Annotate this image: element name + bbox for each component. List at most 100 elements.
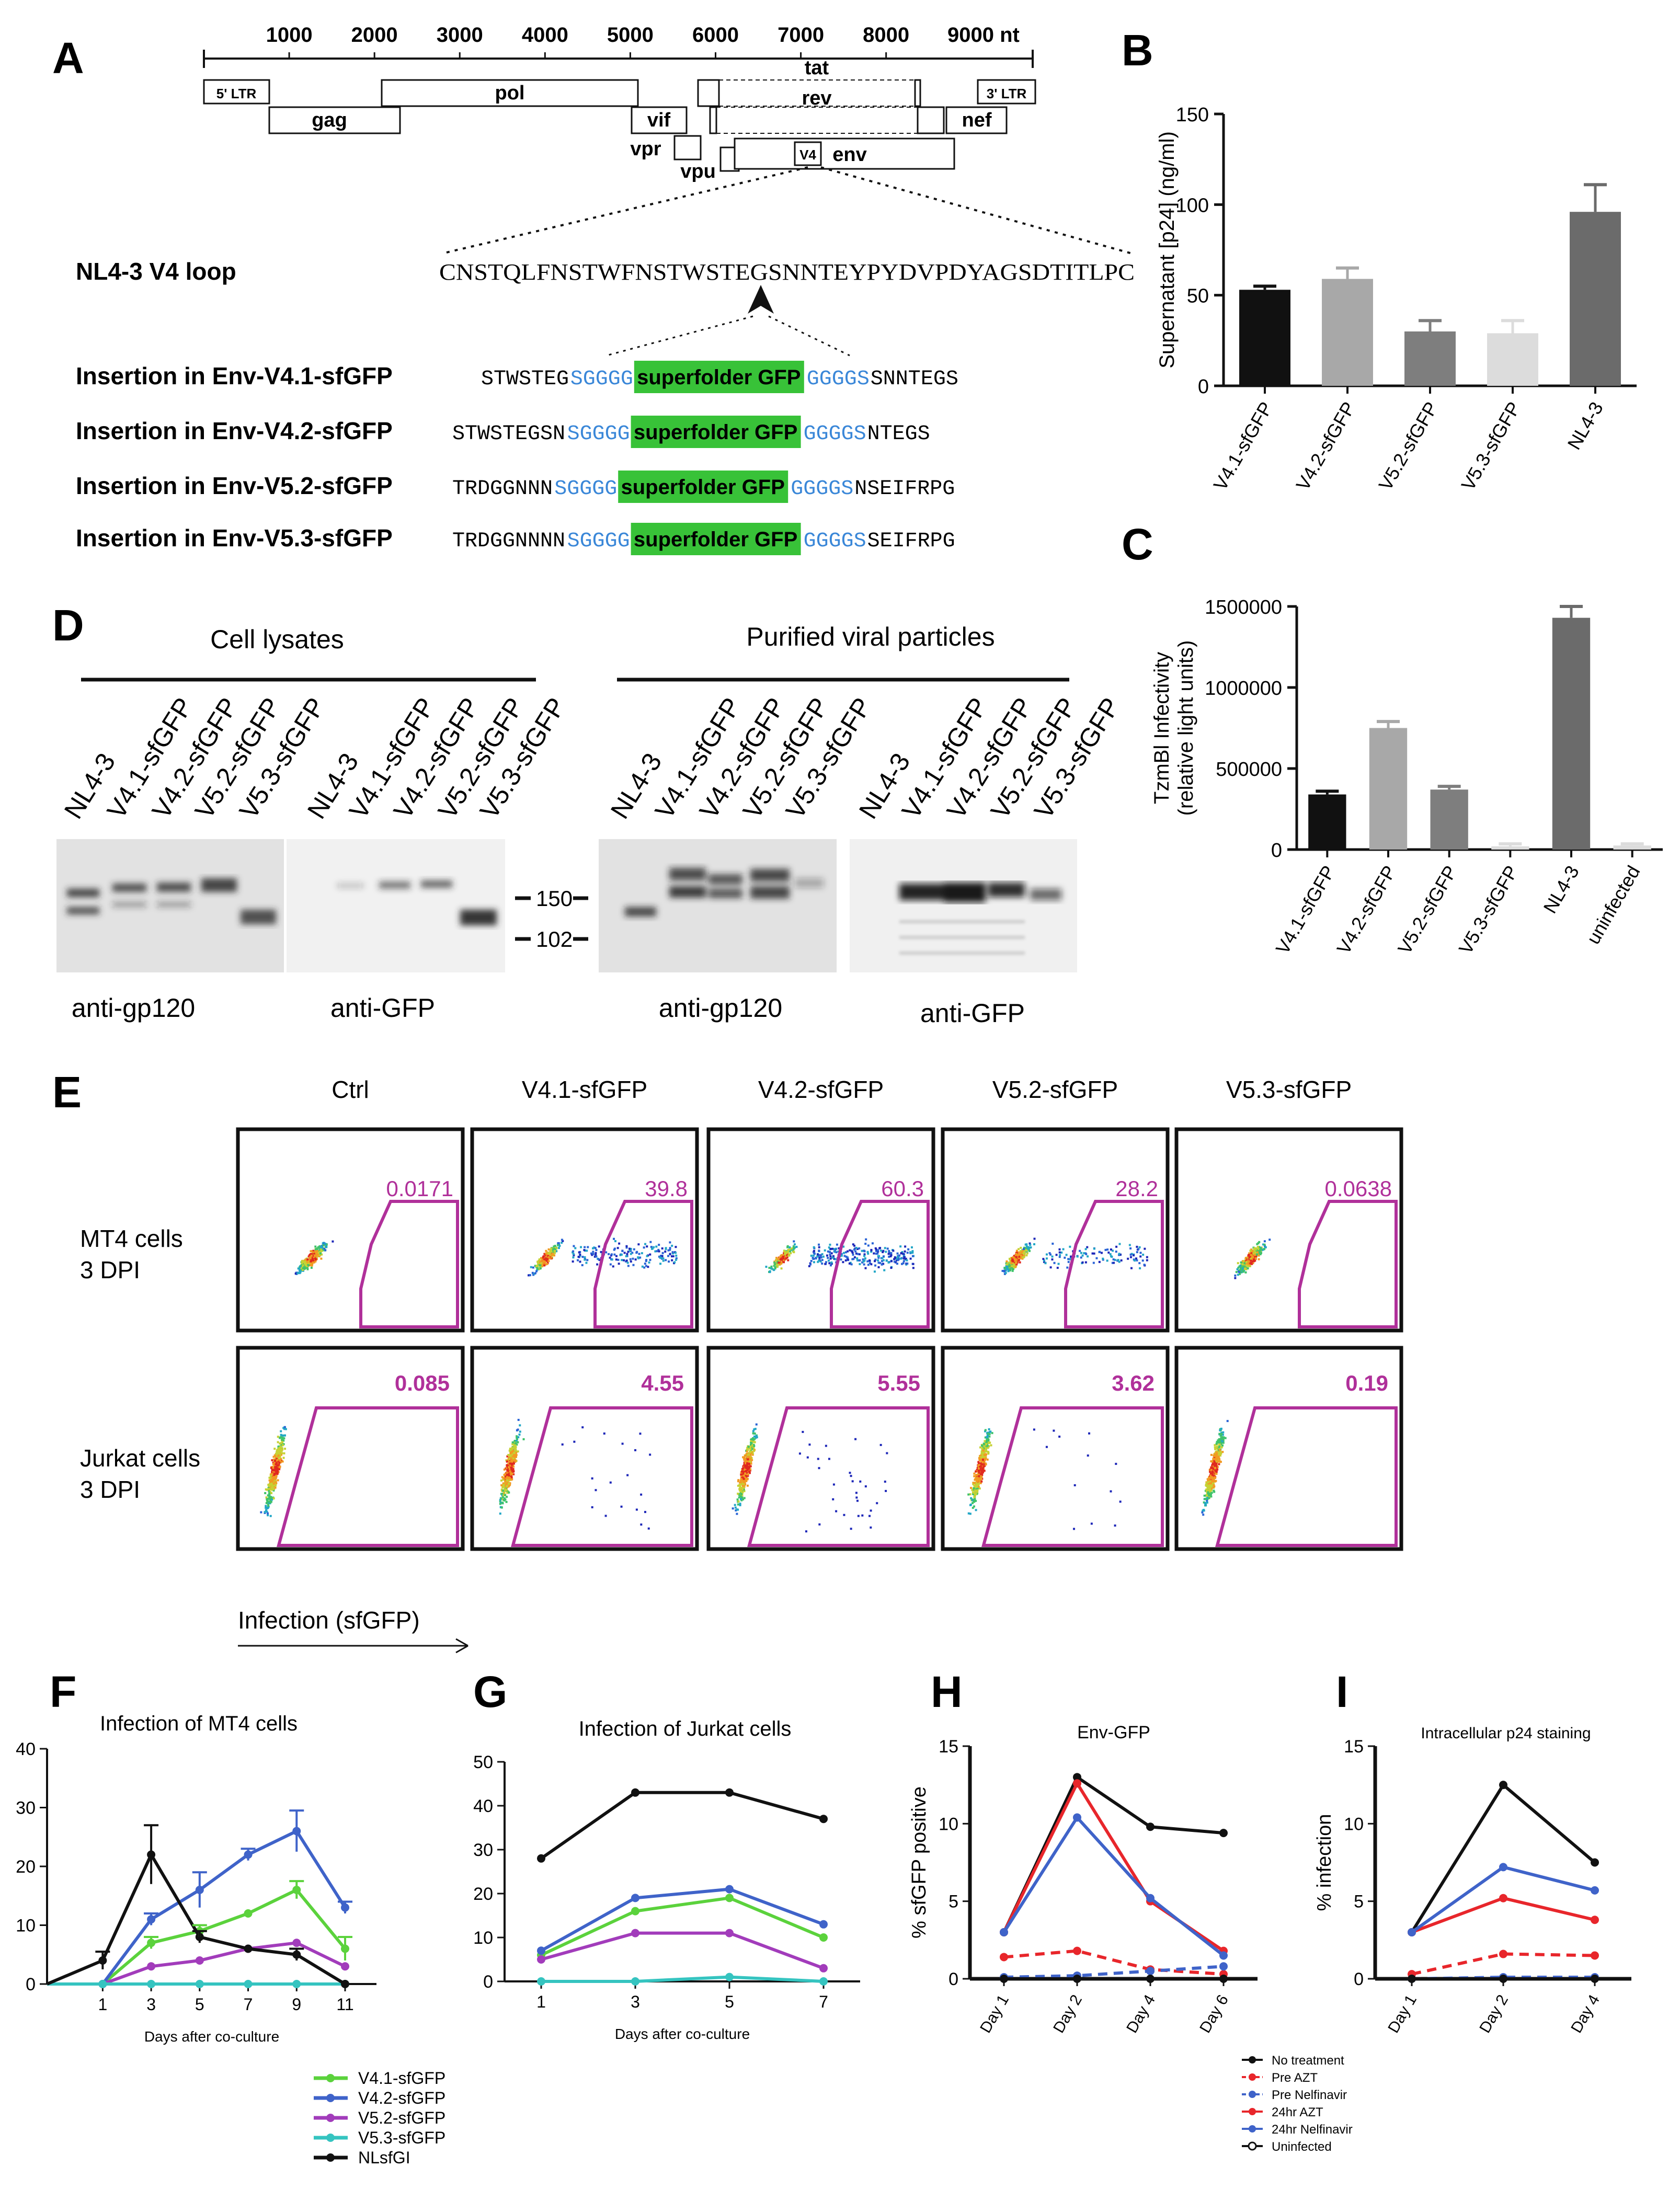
flow-dot	[603, 1432, 605, 1435]
flow-dot	[665, 1247, 667, 1249]
flow-dot	[1058, 1263, 1060, 1265]
flow-dot	[795, 1246, 797, 1248]
flow-dot	[1012, 1260, 1014, 1262]
flow-dot	[973, 1487, 975, 1489]
flow-dot	[776, 1266, 779, 1268]
flow-dot	[753, 1436, 756, 1438]
flow-dot	[793, 1240, 795, 1242]
bar	[1308, 795, 1346, 850]
flow-dot	[612, 1265, 614, 1267]
flow-dot	[982, 1450, 985, 1452]
flow-dot	[817, 1253, 819, 1255]
flow-dot	[1219, 1441, 1221, 1443]
flow-dot	[1242, 1267, 1244, 1269]
flow-dot	[1144, 1264, 1146, 1266]
flow-dot	[1006, 1264, 1008, 1266]
flow-dot	[780, 1255, 782, 1257]
bar	[1570, 212, 1621, 386]
flow-dot	[1033, 1428, 1035, 1430]
bar	[1239, 290, 1290, 386]
flow-dot	[519, 1424, 521, 1426]
flow-dot	[529, 1274, 531, 1276]
flow-dot	[810, 1255, 813, 1257]
flow-dot	[310, 1257, 312, 1259]
flow-dot	[901, 1263, 903, 1265]
flow-dot	[742, 1487, 744, 1489]
flow-dot	[584, 1246, 586, 1248]
flow-dot	[1234, 1275, 1236, 1277]
flow-dot	[986, 1436, 988, 1438]
flow-dot	[741, 1488, 744, 1490]
flow-dot	[864, 1267, 866, 1269]
flow-dot	[621, 1259, 623, 1261]
flow-dot	[1019, 1262, 1021, 1264]
flow-dot	[1118, 1253, 1121, 1255]
flow-dot	[268, 1485, 270, 1487]
flow-row1-label-1: MT4 cells	[80, 1225, 183, 1252]
gate-value: 60.3	[881, 1176, 924, 1201]
flow-dot	[1067, 1258, 1069, 1260]
flow-dot	[1088, 1432, 1090, 1435]
flow-dot	[829, 1244, 831, 1246]
flow-dot	[647, 1266, 649, 1268]
flow-dot	[1059, 1256, 1061, 1258]
flow-dot	[1086, 1246, 1088, 1248]
flow-dot	[546, 1258, 548, 1260]
bar	[1491, 846, 1529, 850]
flow-dot	[888, 1253, 890, 1255]
flow-dot	[1249, 1256, 1251, 1258]
flow-dot	[301, 1261, 303, 1263]
flow-dot	[873, 1252, 875, 1254]
flow-plot: 0.0171	[238, 1129, 463, 1331]
flow-dot	[791, 1247, 793, 1249]
flow-dot	[644, 1243, 646, 1245]
flow-dot	[325, 1245, 327, 1247]
flow-dot	[738, 1488, 740, 1490]
insertion-label: Insertion in Env-V5.3-sfGFP	[76, 524, 393, 552]
scale-tick-label: 3000	[437, 24, 483, 47]
category-label: V4.1-sfGFP	[1272, 862, 1340, 958]
flow-dot	[1059, 1252, 1061, 1254]
flow-dot	[858, 1515, 860, 1517]
flow-dot	[1218, 1463, 1220, 1465]
flow-dot	[743, 1475, 745, 1477]
y-tick-label: 20	[16, 1857, 36, 1877]
flow-dot	[295, 1272, 297, 1275]
flow-dot	[1205, 1498, 1207, 1500]
flow-dot	[1218, 1458, 1220, 1460]
flow-dot	[621, 1254, 623, 1256]
vpr-label: vpr	[630, 138, 661, 160]
flow-dot	[1211, 1492, 1213, 1494]
flow-dot	[810, 1260, 813, 1262]
flow-dot	[739, 1486, 741, 1488]
flow-dot	[610, 1264, 612, 1266]
flow-dot	[516, 1454, 518, 1456]
flow-dot	[982, 1459, 984, 1461]
flow-dot	[502, 1484, 505, 1486]
flow-dot	[739, 1482, 741, 1484]
flow-dot	[645, 1260, 647, 1262]
flow-dot	[740, 1473, 742, 1475]
flow-dot	[1085, 1253, 1087, 1255]
flow-dot	[1256, 1253, 1258, 1255]
flow-dot	[877, 1262, 879, 1264]
flow-dot	[829, 1251, 831, 1253]
flow-dot	[644, 1263, 646, 1265]
flow-dot	[1213, 1485, 1215, 1487]
flow-dot	[600, 1251, 602, 1253]
flow-dot	[981, 1444, 983, 1447]
flow-dot	[1110, 1490, 1112, 1493]
flow-dot	[1069, 1246, 1071, 1248]
flow-dot	[876, 1502, 878, 1504]
lane-labels: NL4-3V4.1-sfGFPV4.2-sfGFPV5.2-sfGFPV5.3-…	[59, 693, 1126, 824]
flow-dot	[1009, 1268, 1011, 1270]
flow-dot	[1046, 1446, 1048, 1448]
flow-dot	[540, 1260, 542, 1263]
flow-dot	[786, 1251, 788, 1253]
flow-dot	[584, 1256, 586, 1258]
flow-dot	[1046, 1257, 1048, 1259]
flow-dot	[813, 1258, 815, 1260]
flow-dot	[558, 1247, 560, 1249]
flow-dot	[277, 1479, 279, 1481]
